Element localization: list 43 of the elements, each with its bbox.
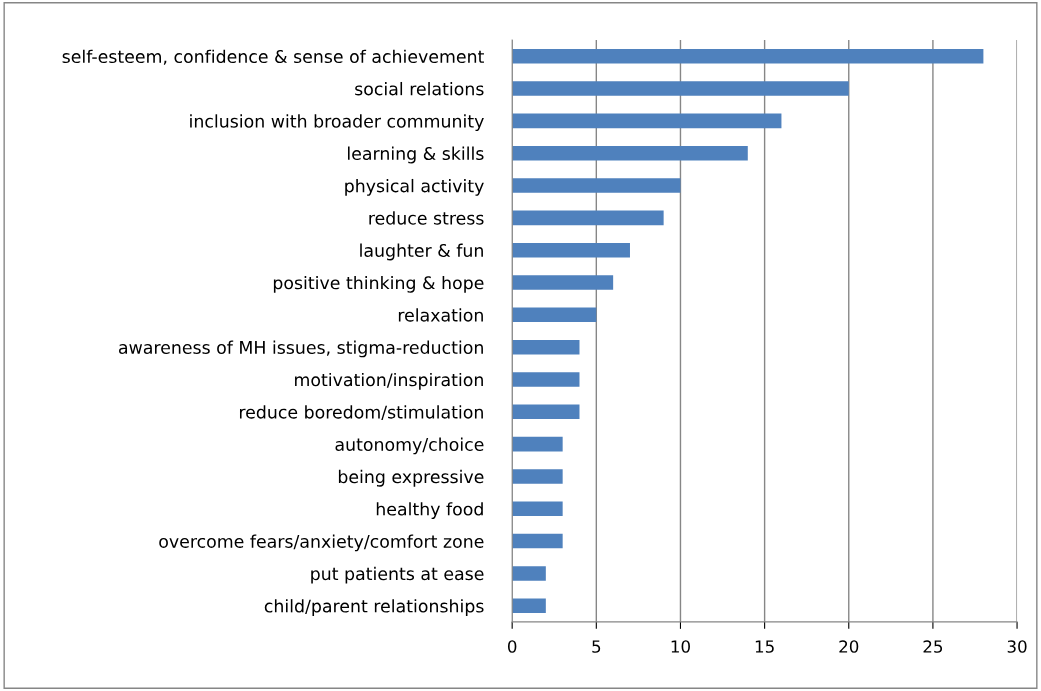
x-tick-label: 0	[507, 640, 517, 653]
x-tick-label: 15	[755, 640, 774, 653]
bar	[512, 307, 597, 323]
bar	[512, 469, 563, 484]
bar	[512, 178, 681, 193]
y-tick-label: being expressive	[338, 469, 484, 487]
y-tick-label: self-esteem, confidence & sense of achievement	[62, 49, 484, 65]
bar	[512, 372, 580, 387]
bar	[512, 533, 563, 549]
x-tick-label: 10	[671, 640, 690, 653]
y-tick-label: relaxation	[398, 308, 483, 322]
y-tick-label: autonomy/choice	[335, 437, 484, 455]
bar	[512, 242, 630, 258]
y-tick-label: child/parent relationships	[264, 599, 484, 616]
bar	[512, 501, 563, 517]
y-tick-label: reduce stress	[369, 211, 484, 225]
bar	[512, 404, 580, 420]
y-tick-label: learning & skills	[348, 146, 484, 164]
bar	[512, 566, 546, 581]
y-tick-label: awareness of MH issues, stigma-reduction	[119, 340, 483, 358]
bar	[512, 598, 546, 614]
x-tick-label: 5	[592, 640, 601, 653]
x-tick-label: 20	[839, 640, 859, 653]
y-tick-label: motivation/inspiration	[295, 372, 483, 390]
bar	[512, 48, 984, 64]
y-tick-label: laughter & fun	[360, 243, 483, 261]
x-tick-label: 30	[1007, 640, 1027, 653]
x-tick-label: 25	[923, 640, 943, 653]
bar	[512, 275, 614, 290]
y-tick-label: overcome fears/anxiety/comfort zone	[159, 534, 484, 552]
bar	[512, 81, 849, 96]
bar	[512, 113, 782, 129]
bar	[512, 436, 563, 452]
y-tick-label: social relations	[355, 81, 484, 96]
y-tick-label: put patients at ease	[311, 566, 484, 584]
y-tick-label: positive thinking & hope	[273, 275, 484, 293]
bar	[512, 210, 664, 226]
y-tick-label: reduce boredom/stimulation	[239, 405, 483, 420]
y-tick-label: physical activity	[345, 178, 484, 196]
bar	[512, 339, 580, 355]
bar	[512, 145, 748, 161]
y-tick-label: inclusion with broader community	[190, 114, 484, 132]
y-tick-label: healthy food	[376, 502, 483, 519]
